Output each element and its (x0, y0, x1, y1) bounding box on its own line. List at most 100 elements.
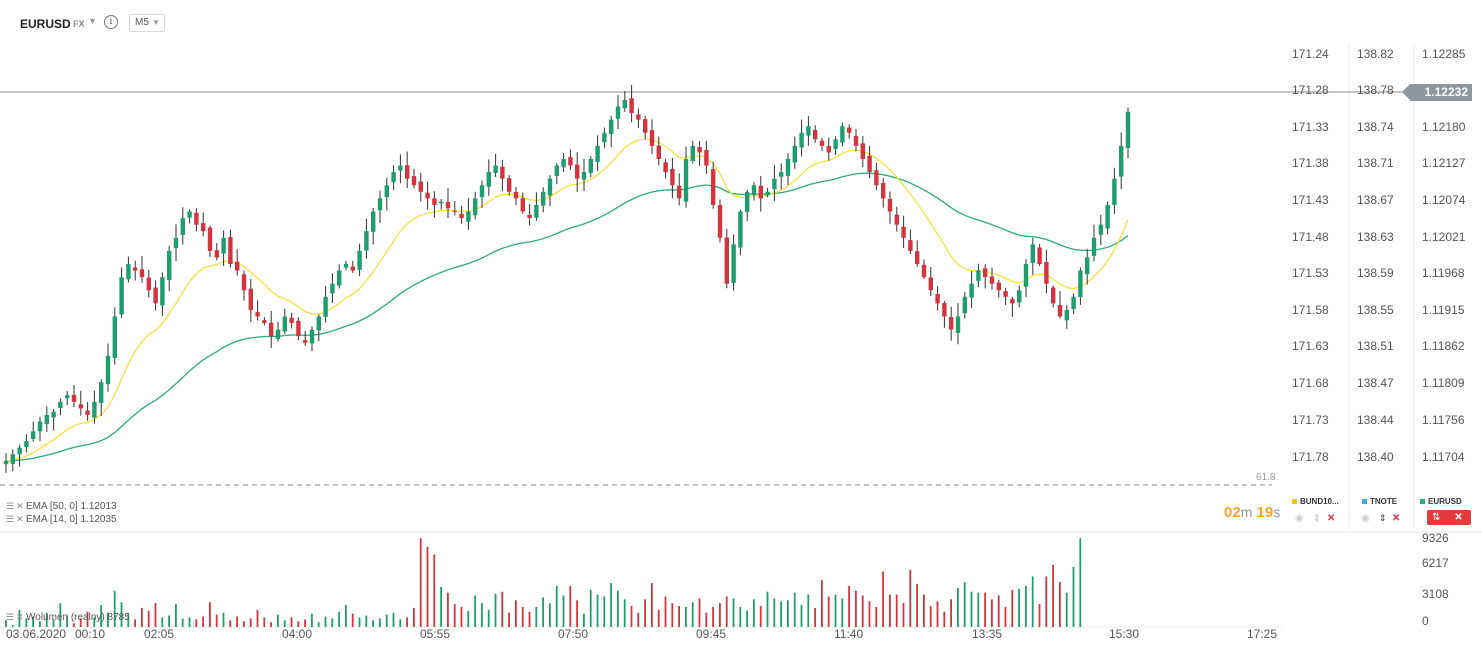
chevron-down-icon[interactable]: ▼ (88, 16, 97, 26)
settings-icon[interactable]: ☰ (6, 501, 15, 511)
eye-icon[interactable]: ◉ (1295, 513, 1304, 524)
volume-bar (345, 605, 347, 627)
candle-body (983, 268, 988, 278)
candle-body (908, 240, 913, 251)
volume-tick: 0 (1422, 614, 1429, 628)
candle-body (1037, 247, 1042, 264)
volume-bar (943, 611, 946, 627)
candle-body (704, 149, 709, 166)
volume-bar (623, 599, 626, 627)
candle-body (3, 460, 9, 465)
volume-bar (86, 611, 89, 627)
chart-grid: 61.8 (0, 44, 1482, 628)
eurusd-series-controls[interactable]: ⇅ ✕ (1427, 510, 1471, 525)
close-icon[interactable]: ✕ (16, 612, 24, 622)
candle-body (65, 395, 70, 399)
volume-bar (304, 619, 306, 627)
x-tick: 13:35 (972, 627, 1002, 641)
candle-body (180, 218, 185, 235)
candle-body (554, 165, 559, 176)
legend-swatch (1362, 499, 1367, 505)
candle-body (316, 316, 321, 331)
candle-body (58, 401, 63, 408)
candle-body (955, 316, 961, 333)
settings-icon[interactable]: ☰ (6, 514, 15, 524)
y-tick-eurusd: 1.11756 (1422, 413, 1465, 427)
volume-bar (1031, 576, 1034, 627)
y-tick-eurusd: 1.12074 (1422, 193, 1466, 207)
candle-body (133, 267, 138, 271)
volume-bar (147, 610, 150, 627)
candle-body (738, 211, 743, 248)
x-tick: 04:00 (282, 627, 312, 641)
volume-bar (161, 617, 164, 627)
legend-eurusd[interactable]: EURUSD (1420, 497, 1462, 506)
candles-icon[interactable]: ⇅ (1432, 512, 1441, 523)
candle-body (629, 98, 634, 114)
candle-body (31, 431, 36, 439)
symbol-label[interactable]: EURUSD (20, 17, 71, 31)
settings-icon[interactable]: ☰ (6, 612, 15, 622)
candle-body (309, 329, 315, 344)
candle-body (44, 414, 49, 425)
volume-indicator[interactable]: ☰ ✕ Wolumen (realny) 8785 (6, 612, 130, 623)
volume-bar (732, 598, 735, 627)
x-tick: 00:10 (75, 627, 105, 641)
timeframe-value: M5 (135, 17, 149, 28)
ema50-indicator[interactable]: ☰ ✕ EMA [50, 0] 1.12013 (6, 501, 117, 512)
volume-bar (889, 594, 891, 627)
volume-bar (610, 583, 612, 627)
volume-bar (739, 606, 742, 627)
y-tick-tnote: 138.51 (1357, 339, 1394, 353)
volume-bar (270, 622, 272, 627)
candle-body (105, 355, 111, 385)
volume-tick: 6217 (1422, 556, 1449, 570)
candle-body (432, 198, 437, 205)
volume-bar (1025, 585, 1027, 627)
close-icon[interactable]: ✕ (1454, 512, 1463, 523)
sort-icon[interactable]: ⇕ (1313, 513, 1321, 523)
legend-bund[interactable]: BUND10... (1292, 497, 1339, 506)
candle-body (296, 320, 301, 337)
timeframe-select[interactable]: M5 ▼ (129, 14, 165, 32)
eye-icon[interactable]: ◉ (1361, 513, 1370, 524)
legend-tnote[interactable]: TNOTE (1362, 497, 1397, 506)
candle-body (384, 185, 389, 197)
volume-bar (651, 583, 653, 627)
volume-bar (188, 617, 191, 627)
candle-body (996, 282, 1001, 291)
y-tick-bund: 171.73 (1292, 413, 1329, 427)
candle-body (459, 213, 464, 219)
volume-bar (100, 605, 102, 627)
volume-bar (256, 609, 259, 627)
volume-bar (950, 599, 952, 627)
volume-bar (875, 606, 878, 627)
volume-bar (481, 603, 483, 627)
ema14-indicator[interactable]: ☰ ✕ EMA [14, 0] 1.12035 (6, 514, 117, 525)
y-tick-tnote: 138.47 (1357, 376, 1394, 390)
volume-bar (351, 613, 354, 627)
close-icon[interactable]: ✕ (16, 501, 24, 511)
volume-bar (392, 612, 395, 627)
volume-bar (664, 596, 667, 627)
volume-bar (1018, 588, 1020, 627)
candle-body (248, 288, 253, 310)
x-tick: 03.06.2020 (6, 627, 66, 641)
sort-icon[interactable]: ⇕ (1379, 513, 1387, 523)
close-icon[interactable]: ✕ (16, 514, 24, 524)
volume-bar (970, 591, 973, 627)
close-icon[interactable]: ✕ (1392, 513, 1401, 524)
info-icon[interactable]: i (104, 15, 118, 29)
legend-swatch (1420, 499, 1425, 505)
volume-bar (1004, 606, 1007, 627)
volume-bar (39, 621, 41, 627)
candle-body (160, 277, 165, 306)
candle-body (1057, 304, 1063, 317)
volume-bar (827, 596, 830, 627)
close-icon[interactable]: ✕ (1327, 513, 1336, 524)
volume-bar (957, 587, 959, 627)
volume-bar (637, 612, 640, 627)
volume-bar (678, 606, 680, 627)
x-tick: 11:40 (834, 627, 863, 641)
